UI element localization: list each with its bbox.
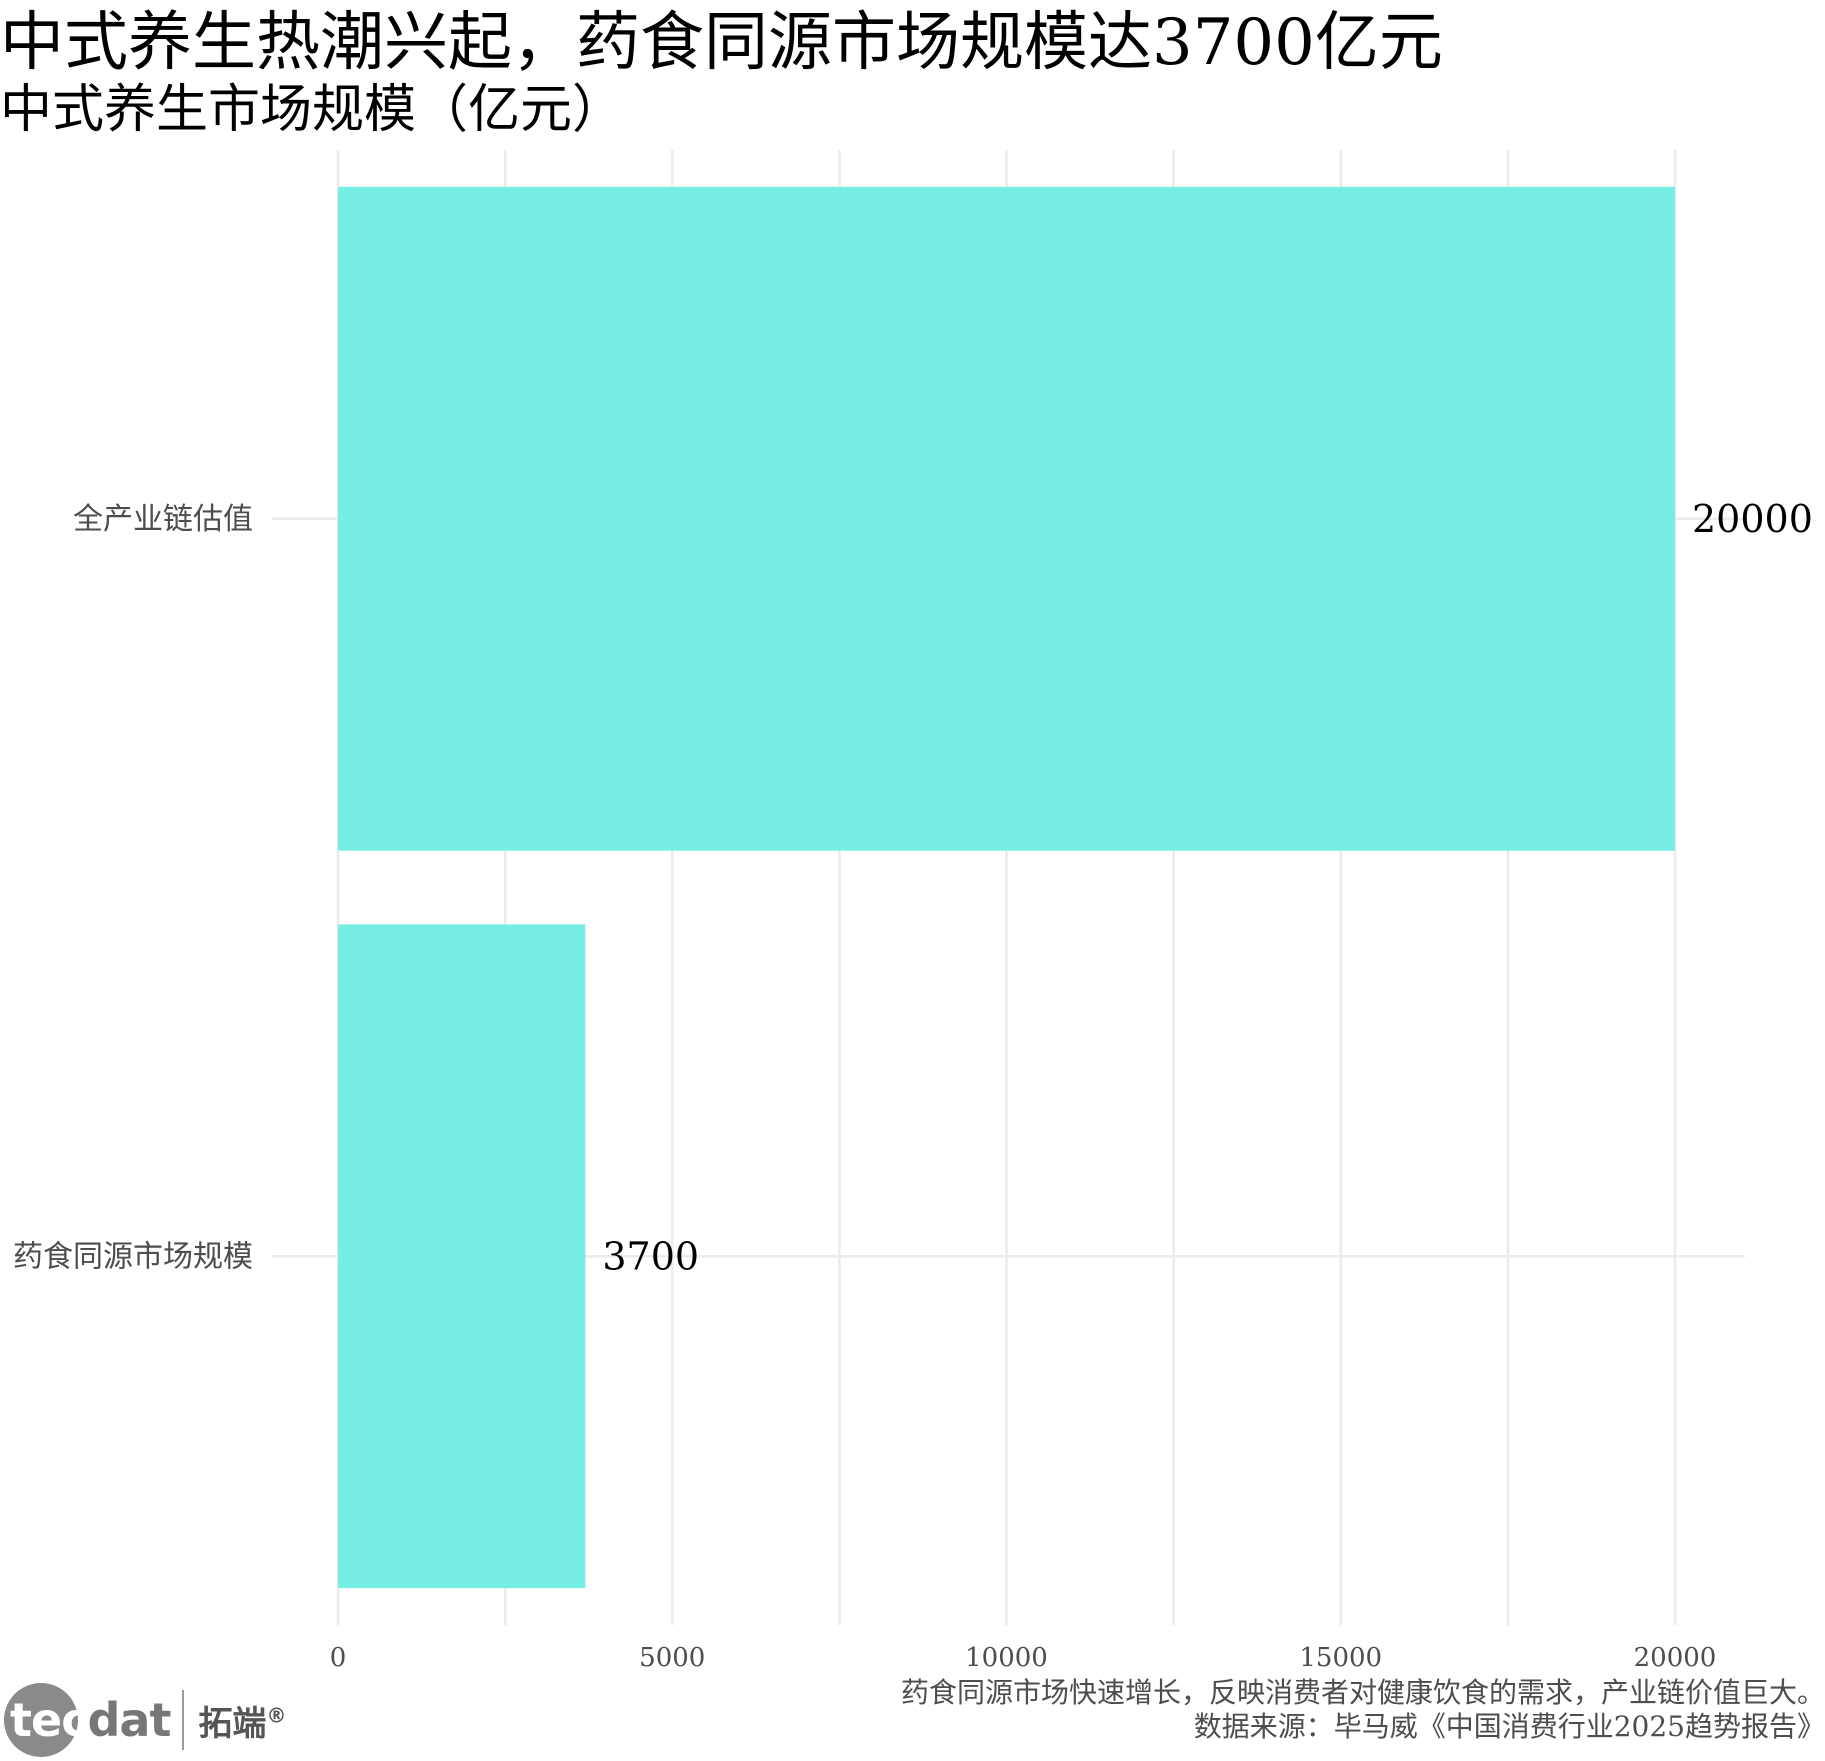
logo-divider (182, 1690, 185, 1750)
caption-line-2: 数据来源：毕马威《中国消费行业2025趋势报告》 (1193, 1710, 1825, 1743)
x-tick-label-5000: 5000 (639, 1643, 705, 1673)
logo-text-dat: dat (87, 1693, 171, 1747)
x-tick-label-15000: 15000 (1299, 1643, 1382, 1673)
caption-line-1: 药食同源市场快速增长，反映消费者对健康饮食的需求，产业链价值巨大。 (900, 1676, 1825, 1709)
chart-caption: 药食同源市场快速增长，反映消费者对健康饮食的需求，产业链价值巨大。 数据来源：毕… (901, 1676, 1825, 1744)
chart-title: 中式养生热潮兴起，药食同源市场规模达3700亿元 (0, 6, 1443, 80)
category-label-1: 全产业链估值 (73, 502, 253, 537)
bars (338, 186, 1675, 1589)
x-tick-label-20000: 20000 (1634, 1643, 1717, 1673)
x-tick-label-10000: 10000 (965, 1643, 1048, 1673)
x-tick-labels: 0 5000 10000 15000 20000 (330, 1643, 1717, 1673)
category-label-2: 药食同源市场规模 (13, 1239, 253, 1274)
bar-1 (338, 186, 1675, 851)
chart-subtitle: 中式养生市场规模（亿元） (0, 80, 625, 140)
tecdat-logo: tec dat 拓端® (4, 1680, 286, 1760)
x-tick-label-0: 0 (330, 1643, 347, 1673)
logo-circle (4, 1683, 78, 1757)
data-label-1: 20000 (1692, 497, 1813, 541)
bar-2 (338, 924, 586, 1589)
logo-text-tec: tec (10, 1693, 88, 1747)
logo-text-cn: 拓端® (198, 1703, 287, 1744)
data-labels: 20000 3700 (602, 497, 1813, 1279)
data-label-2: 3700 (602, 1234, 699, 1278)
